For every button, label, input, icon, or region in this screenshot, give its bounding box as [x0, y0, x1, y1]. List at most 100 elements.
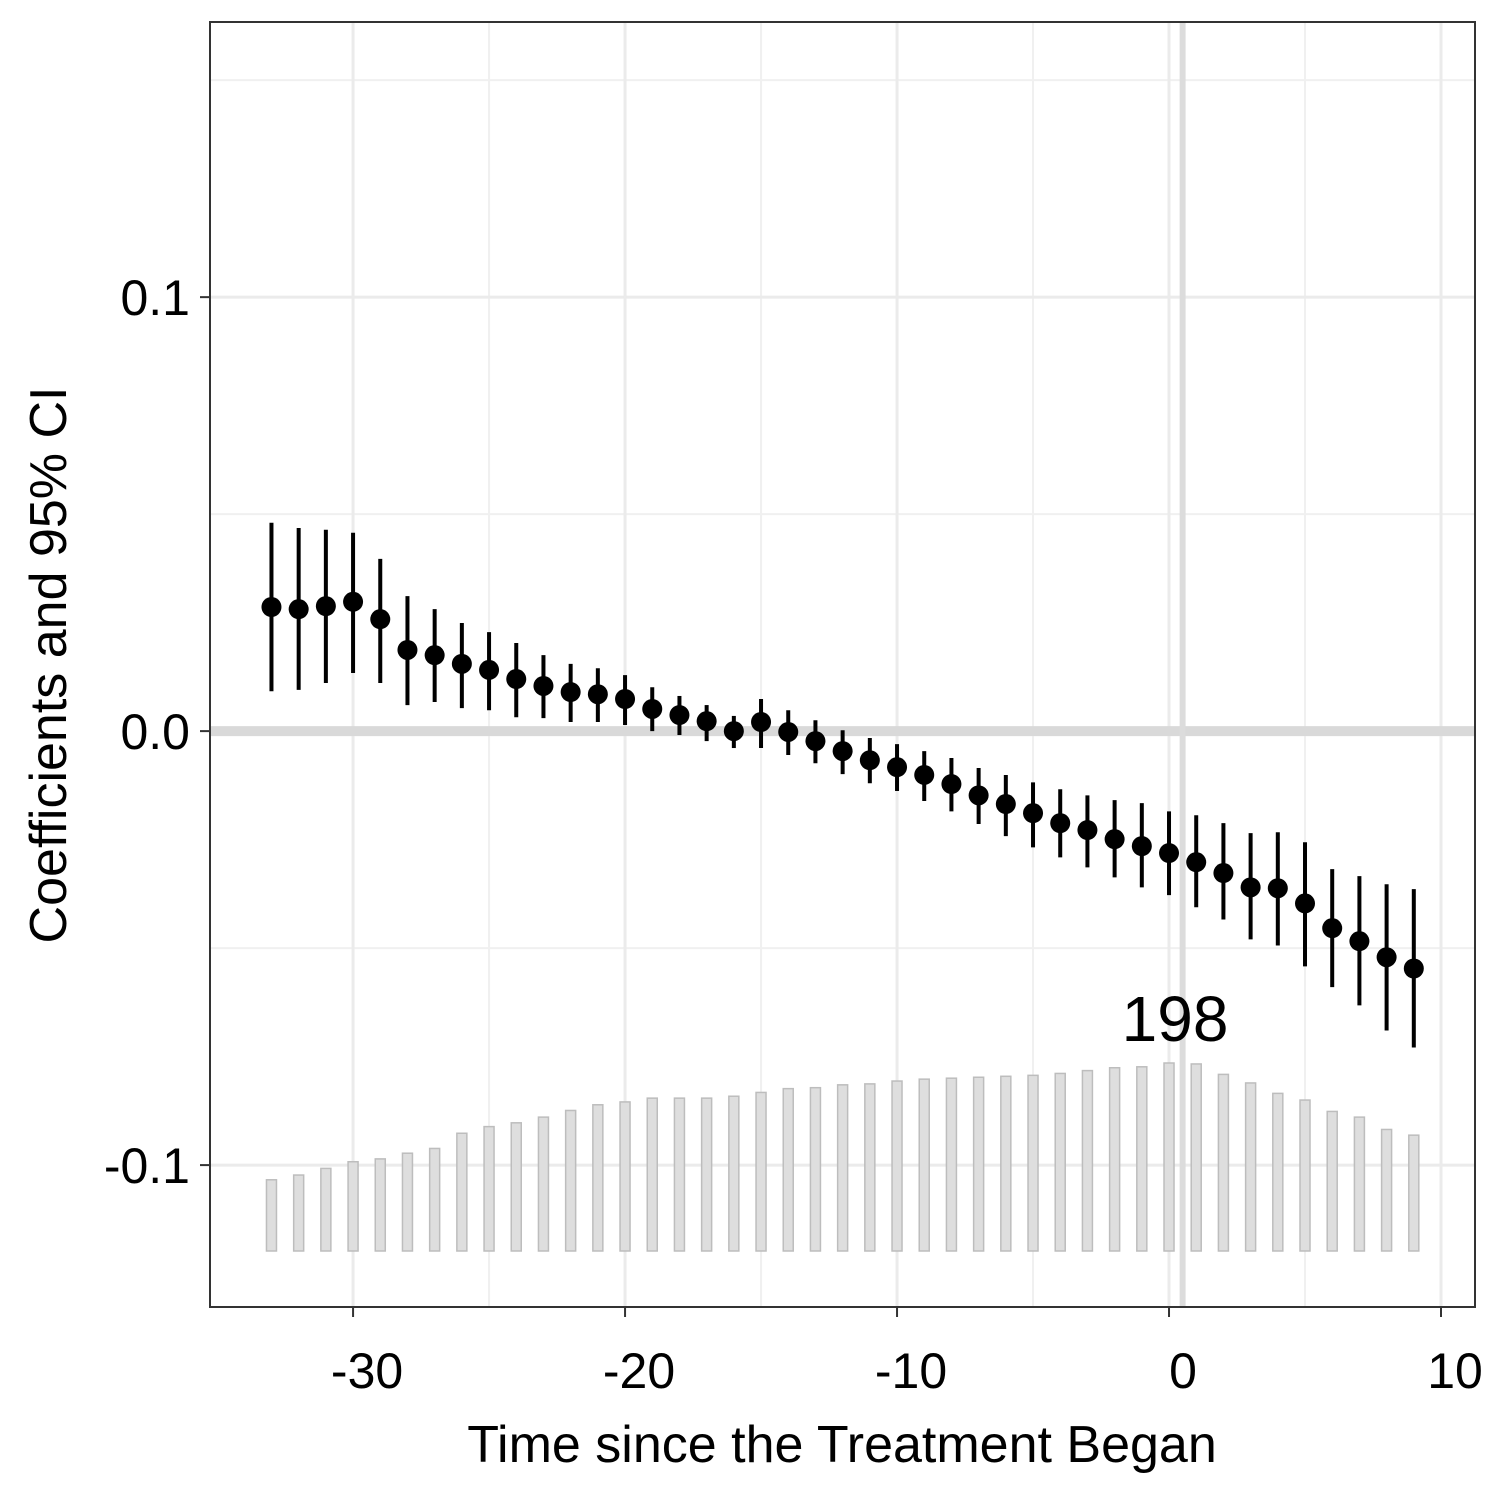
count-bar — [1380, 1128, 1393, 1252]
count-bar — [292, 1174, 305, 1252]
x-axis-label: Time since the Treatment Began — [467, 1416, 1217, 1474]
point — [397, 639, 418, 660]
point — [370, 609, 391, 630]
count-bar — [1190, 1063, 1202, 1252]
point — [1376, 947, 1397, 968]
point — [288, 599, 309, 620]
count-bar — [864, 1083, 876, 1252]
point — [1267, 878, 1288, 899]
y-tick-label: 0.0 — [120, 704, 190, 760]
point — [1104, 829, 1125, 850]
point — [533, 675, 554, 696]
point — [1403, 958, 1424, 979]
count-bar — [320, 1167, 332, 1252]
count-bar — [1299, 1099, 1311, 1252]
point — [887, 757, 908, 778]
point — [832, 741, 853, 762]
y-tick-label: -0.1 — [104, 1138, 190, 1194]
count-label: 198 — [1122, 983, 1229, 1055]
count-bar — [836, 1084, 849, 1252]
count-bar — [755, 1091, 767, 1252]
point — [723, 721, 744, 742]
count-bar — [1244, 1082, 1257, 1252]
point — [696, 711, 717, 732]
count-bar — [428, 1147, 441, 1252]
point — [261, 596, 282, 617]
point — [451, 653, 472, 674]
count-bar — [1326, 1110, 1338, 1252]
x-tick-label: 0 — [1169, 1343, 1197, 1399]
count-bar — [1000, 1075, 1012, 1252]
point — [1159, 843, 1180, 864]
point — [1186, 852, 1207, 873]
count-bar — [673, 1097, 686, 1252]
count-bar — [1272, 1092, 1284, 1252]
count-bar — [1163, 1062, 1175, 1252]
point — [778, 721, 799, 742]
count-bar — [782, 1087, 794, 1252]
count-bar — [510, 1122, 523, 1252]
count-bar — [1353, 1116, 1366, 1252]
count-bar — [700, 1097, 713, 1252]
count-bar — [374, 1158, 387, 1252]
y-tick-label: 0.1 — [120, 270, 190, 326]
count-bar — [401, 1152, 414, 1252]
count-bar — [619, 1101, 631, 1252]
point — [1240, 877, 1261, 898]
point — [669, 705, 690, 726]
x-tick-label: 10 — [1427, 1343, 1483, 1399]
point — [968, 785, 989, 806]
count-bar — [1081, 1069, 1094, 1252]
point — [506, 669, 527, 690]
point — [587, 684, 608, 705]
count-bar — [646, 1097, 658, 1252]
point — [642, 698, 663, 719]
point — [315, 596, 336, 617]
point — [941, 774, 962, 795]
x-tick-label: -10 — [875, 1343, 947, 1399]
count-bar — [1217, 1073, 1230, 1252]
point — [1213, 863, 1234, 884]
count-bar — [1027, 1074, 1039, 1252]
count-bar — [1108, 1066, 1121, 1252]
count-bar — [265, 1179, 278, 1252]
count-bar — [1054, 1072, 1066, 1252]
point — [615, 689, 636, 710]
x-tick-label: -20 — [603, 1343, 675, 1399]
point — [1322, 918, 1343, 939]
point — [995, 794, 1016, 815]
point — [343, 591, 364, 612]
point — [914, 764, 935, 785]
point — [1131, 836, 1152, 857]
point — [805, 731, 826, 752]
point — [859, 750, 880, 771]
count-bar — [728, 1095, 740, 1252]
point — [1295, 893, 1316, 914]
point — [751, 712, 772, 733]
count-bar — [1408, 1134, 1420, 1252]
point — [1077, 820, 1098, 841]
count-bar — [809, 1086, 822, 1252]
count-bar — [456, 1132, 468, 1252]
point — [479, 659, 500, 680]
count-bar — [945, 1077, 958, 1252]
count-bar — [483, 1125, 495, 1252]
plot-border — [209, 21, 1476, 1308]
point — [1023, 803, 1044, 824]
point — [1349, 931, 1370, 952]
point — [560, 682, 581, 703]
point — [424, 645, 445, 666]
count-bar — [347, 1160, 359, 1252]
count-bar — [891, 1080, 903, 1252]
count-bar — [1136, 1066, 1148, 1252]
count-bar — [537, 1116, 550, 1252]
count-bar — [564, 1109, 577, 1252]
y-axis-label: Coefficients and 95% CI — [20, 387, 78, 944]
count-bar — [592, 1104, 604, 1252]
count-bar — [972, 1076, 985, 1252]
x-tick-label: -30 — [331, 1343, 403, 1399]
point — [1050, 813, 1071, 834]
count-bar — [918, 1078, 930, 1252]
